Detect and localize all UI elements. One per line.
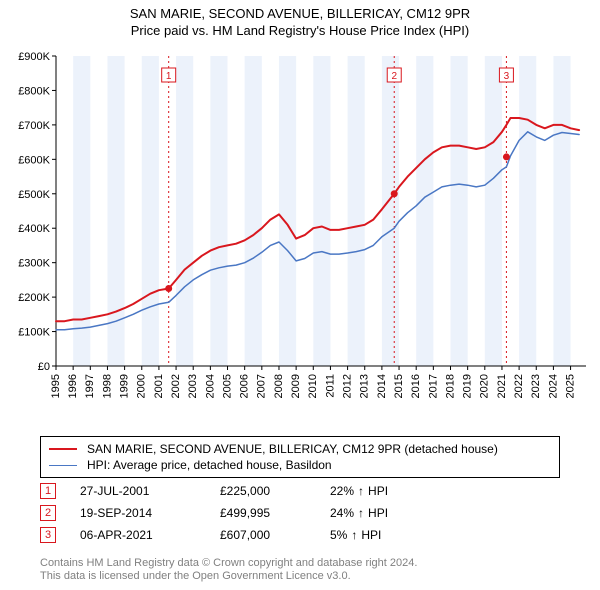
sale-row: 3 06-APR-2021£607,0005% ↑ HPI [40, 524, 560, 546]
footer-line-1: Contains HM Land Registry data © Crown c… [40, 557, 560, 571]
svg-text:2022: 2022 [513, 374, 525, 398]
svg-text:2006: 2006 [239, 374, 251, 398]
svg-text:3: 3 [504, 71, 510, 82]
sale-diff-hpi-label: HPI [368, 506, 388, 520]
legend-label: SAN MARIE, SECOND AVENUE, BILLERICAY, CM… [87, 442, 498, 456]
line-chart: £0 £100K £200K £300K £400K £500K £600K £700K £80… [6, 46, 594, 426]
svg-text:2003: 2003 [187, 374, 199, 398]
svg-text:2001: 2001 [153, 374, 165, 398]
legend-row: SAN MARIE, SECOND AVENUE, BILLERICAY, CM… [49, 441, 551, 457]
legend-swatch [49, 448, 77, 450]
sale-price: £225,000 [220, 484, 330, 498]
svg-text:£600K: £600K [18, 154, 50, 166]
svg-text:2011: 2011 [324, 374, 336, 398]
header: SAN MARIE, SECOND AVENUE, BILLERICAY, CM… [0, 0, 600, 38]
up-arrow-icon: ↑ [358, 484, 364, 498]
chart-subtitle: Price paid vs. HM Land Registry's House … [0, 23, 600, 38]
svg-text:2015: 2015 [393, 374, 405, 398]
svg-text:2002: 2002 [170, 374, 182, 398]
svg-text:2000: 2000 [136, 374, 148, 398]
chart-area: £0 £100K £200K £300K £400K £500K £600K £700K £80… [6, 46, 594, 426]
svg-text:£0: £0 [38, 361, 50, 373]
sales-table: 1 27-JUL-2001£225,00022% ↑ HPI 2 19-SEP-2014£… [40, 480, 560, 546]
svg-text:2013: 2013 [359, 374, 371, 398]
sale-date: 06-APR-2021 [80, 528, 220, 542]
sale-diff-pct: 5% [330, 528, 347, 542]
svg-text:1999: 1999 [119, 374, 131, 398]
svg-text:£700K: £700K [18, 120, 50, 132]
svg-text:2016: 2016 [410, 374, 422, 398]
legend-swatch [49, 465, 77, 466]
up-arrow-icon: ↑ [351, 528, 357, 542]
sale-price: £499,995 [220, 506, 330, 520]
svg-text:2009: 2009 [290, 374, 302, 398]
svg-text:£900K: £900K [18, 51, 50, 63]
svg-text:£400K: £400K [18, 223, 50, 235]
svg-text:£500K: £500K [18, 189, 50, 201]
sale-badge: 3 [40, 527, 56, 543]
footer-line-2: This data is licensed under the Open Gov… [40, 570, 560, 584]
svg-text:2014: 2014 [376, 374, 388, 398]
sale-badge: 1 [40, 483, 56, 499]
attribution-footer: Contains HM Land Registry data © Crown c… [40, 557, 560, 585]
sale-diff-hpi-label: HPI [368, 484, 388, 498]
svg-text:2020: 2020 [479, 374, 491, 398]
svg-text:1996: 1996 [67, 374, 79, 398]
svg-text:2: 2 [391, 71, 397, 82]
svg-text:2019: 2019 [462, 374, 474, 398]
price-chart-card: SAN MARIE, SECOND AVENUE, BILLERICAY, CM… [0, 0, 600, 590]
svg-text:1998: 1998 [101, 374, 113, 398]
sale-date: 19-SEP-2014 [80, 506, 220, 520]
svg-text:1997: 1997 [84, 374, 96, 398]
svg-text:£100K: £100K [18, 327, 50, 339]
svg-text:£200K: £200K [18, 292, 50, 304]
svg-text:2004: 2004 [204, 374, 216, 398]
sale-badge: 2 [40, 505, 56, 521]
svg-text:2008: 2008 [273, 374, 285, 398]
sale-diff: 5% ↑ HPI [330, 528, 381, 542]
svg-text:2010: 2010 [307, 374, 319, 398]
svg-text:2024: 2024 [547, 374, 559, 398]
svg-text:2005: 2005 [221, 374, 233, 398]
svg-text:2012: 2012 [341, 374, 353, 398]
svg-text:2021: 2021 [496, 374, 508, 398]
legend-label: HPI: Average price, detached house, Basi… [87, 458, 332, 472]
legend: SAN MARIE, SECOND AVENUE, BILLERICAY, CM… [40, 436, 560, 478]
svg-text:2017: 2017 [427, 374, 439, 398]
sale-row: 2 19-SEP-2014£499,99524% ↑ HPI [40, 502, 560, 524]
legend-row: HPI: Average price, detached house, Basi… [49, 457, 551, 473]
sale-date: 27-JUL-2001 [80, 484, 220, 498]
address-title: SAN MARIE, SECOND AVENUE, BILLERICAY, CM… [0, 6, 600, 21]
svg-text:2025: 2025 [564, 374, 576, 398]
sale-diff: 24% ↑ HPI [330, 506, 388, 520]
sale-diff: 22% ↑ HPI [330, 484, 388, 498]
sale-diff-pct: 22% [330, 484, 354, 498]
svg-text:1995: 1995 [50, 374, 62, 398]
svg-text:1: 1 [166, 71, 172, 82]
svg-text:£800K: £800K [18, 85, 50, 97]
sale-price: £607,000 [220, 528, 330, 542]
sale-diff-hpi-label: HPI [361, 528, 381, 542]
svg-text:2018: 2018 [444, 374, 456, 398]
sale-row: 1 27-JUL-2001£225,00022% ↑ HPI [40, 480, 560, 502]
svg-text:£300K: £300K [18, 258, 50, 270]
svg-text:2007: 2007 [256, 374, 268, 398]
svg-text:2023: 2023 [530, 374, 542, 398]
up-arrow-icon: ↑ [358, 506, 364, 520]
sale-diff-pct: 24% [330, 506, 354, 520]
